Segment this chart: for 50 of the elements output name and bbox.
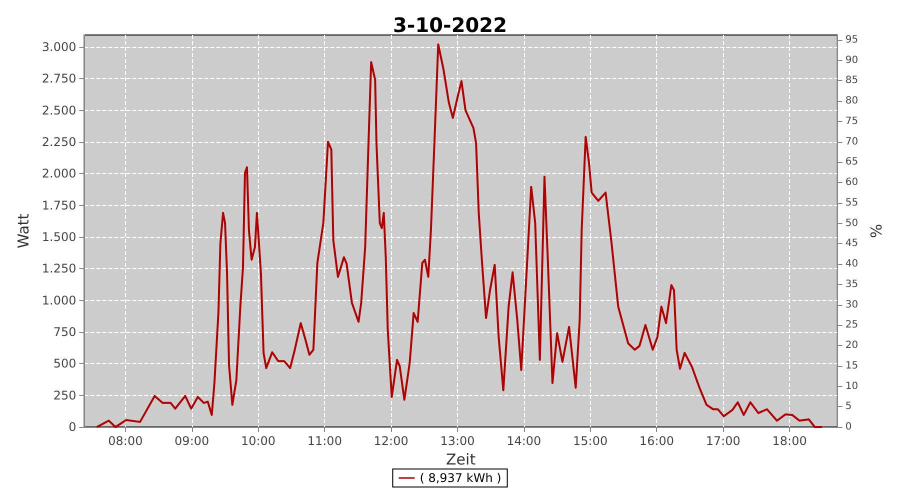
x-tick-label: 16:00 — [639, 434, 674, 448]
y2-tick-label: 45 — [845, 238, 858, 250]
line-series — [96, 43, 824, 428]
y2-tick-label: 5 — [845, 401, 852, 412]
y-tick-label: 1.500 — [42, 230, 76, 244]
y-tick-label: 1.250 — [42, 262, 76, 276]
y2-tick-label: 35 — [845, 278, 858, 290]
y-tick-label: 0 — [68, 420, 76, 434]
y2-tick-label: 30 — [845, 299, 858, 310]
x-tick-label: 10:00 — [240, 434, 276, 448]
y-tick-label: 500 — [53, 356, 76, 371]
y2-tick-label: 60 — [845, 177, 858, 188]
y2-axis-title: % — [868, 224, 886, 238]
y2-tick-label: 80 — [845, 96, 858, 107]
y-tick-label: 2.000 — [42, 166, 76, 181]
y2-tick-label: 95 — [845, 34, 858, 46]
y-tick-label: 3.000 — [42, 40, 76, 54]
x-tick-label: 08:00 — [108, 434, 143, 448]
x-tick-label: 12:00 — [374, 434, 408, 448]
y2-tick-label: 55 — [845, 197, 858, 208]
y-axis-title: Watt — [14, 213, 32, 248]
x-tick-label: 13:00 — [440, 434, 475, 448]
y2-tick-label: 90 — [845, 54, 858, 66]
y-tick-label: 2.750 — [42, 72, 76, 86]
y2-tick-label: 75 — [845, 116, 858, 127]
x-tick-label: 09:00 — [174, 434, 210, 448]
x-tick-label: 11:00 — [307, 434, 342, 448]
y2-tick-label: 15 — [845, 360, 858, 372]
legend-label: ( 8,937 kWh ) — [420, 471, 502, 485]
y-tick-label: 750 — [53, 324, 76, 339]
y-tick-label: 2.250 — [42, 134, 76, 149]
y2-tick-label: 50 — [845, 218, 858, 229]
y2-tick-label: 20 — [845, 340, 858, 352]
x-axis-title: Zeit — [446, 450, 476, 468]
y2-tick-label: 65 — [845, 156, 858, 168]
y2-tick-label: 70 — [845, 136, 858, 148]
y-tick-label: 250 — [53, 388, 76, 402]
x-tick-label: 15:00 — [573, 434, 608, 448]
y2-tick-label: 25 — [845, 320, 858, 331]
y-tick-label: 1.750 — [42, 198, 76, 212]
x-tick-label: 17:00 — [706, 434, 740, 448]
y2-tick-label: 10 — [845, 380, 858, 392]
y2-tick-label: 0 — [845, 422, 852, 432]
chart-title: 3-10-2022 — [392, 13, 508, 37]
x-tick-label: 18:00 — [772, 434, 807, 448]
y-tick-label: 1.000 — [42, 293, 76, 308]
y-tick-label: 2.500 — [42, 103, 76, 118]
y2-tick-label: 40 — [845, 258, 858, 270]
x-tick-label: 14:00 — [506, 434, 542, 448]
y2-tick-label: 85 — [845, 75, 858, 86]
